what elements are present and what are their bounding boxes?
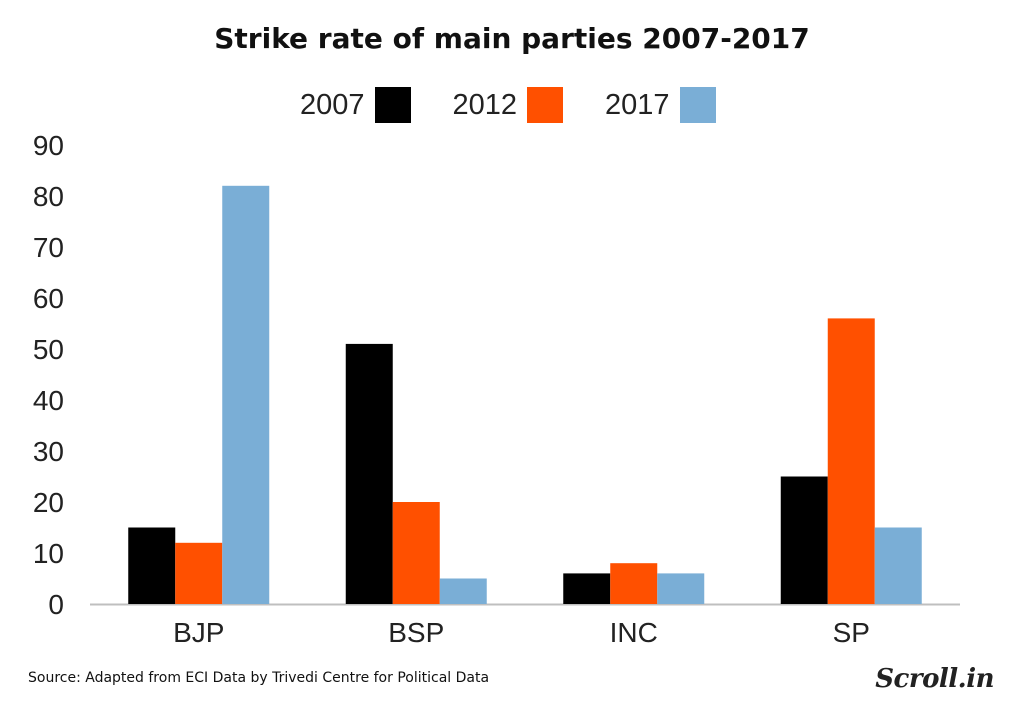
bar-bsp-2017	[439, 578, 487, 604]
legend-item-2017: 2017	[605, 87, 716, 123]
legend-swatch-2012	[527, 87, 564, 123]
bar-inc-2017	[657, 573, 705, 604]
bar-inc-2012	[610, 563, 658, 604]
bar-bjp-2007	[128, 527, 176, 604]
bar-sp-2017	[874, 527, 922, 604]
x-tick-label: BSP	[388, 617, 444, 648]
y-tick-label: 50	[33, 334, 64, 365]
y-tick-label: 10	[33, 538, 64, 569]
y-tick-label: 20	[33, 487, 64, 518]
y-tick-label: 80	[33, 181, 64, 212]
x-tick-label: INC	[610, 617, 658, 648]
legend-swatch-2007	[374, 87, 411, 123]
x-tick-label: SP	[833, 617, 870, 648]
bar-bsp-2012	[392, 502, 440, 604]
bar-bjp-2017	[222, 185, 270, 605]
legend-label-2017: 2017	[605, 88, 670, 121]
chart-title: Strike rate of main parties 2007-2017	[214, 22, 810, 55]
legend-item-2012: 2012	[453, 87, 564, 123]
y-tick-label: 90	[33, 130, 64, 161]
bar-sp-2012	[827, 318, 875, 604]
bar-inc-2007	[563, 573, 611, 604]
source-note: Source: Adapted from ECI Data by Trivedi…	[28, 670, 490, 686]
bar-sp-2007	[780, 476, 828, 604]
y-tick-label: 0	[48, 589, 64, 620]
legend-item-2007: 2007	[300, 87, 411, 123]
legend-label-2012: 2012	[452, 88, 518, 121]
legend-label-2007: 2007	[300, 88, 365, 121]
y-tick-label: 40	[33, 385, 64, 416]
y-tick-label: 30	[33, 436, 64, 467]
chart-legend: 2007 2012 2017	[300, 86, 758, 124]
x-tick-label: BJP	[173, 617, 224, 648]
y-tick-label: 70	[33, 232, 64, 263]
bar-bjp-2012	[175, 542, 223, 604]
y-tick-label: 60	[33, 283, 64, 314]
legend-swatch-2017	[679, 87, 716, 123]
scroll-logo: Scroll.in	[875, 664, 994, 694]
bar-bsp-2007	[345, 343, 393, 604]
